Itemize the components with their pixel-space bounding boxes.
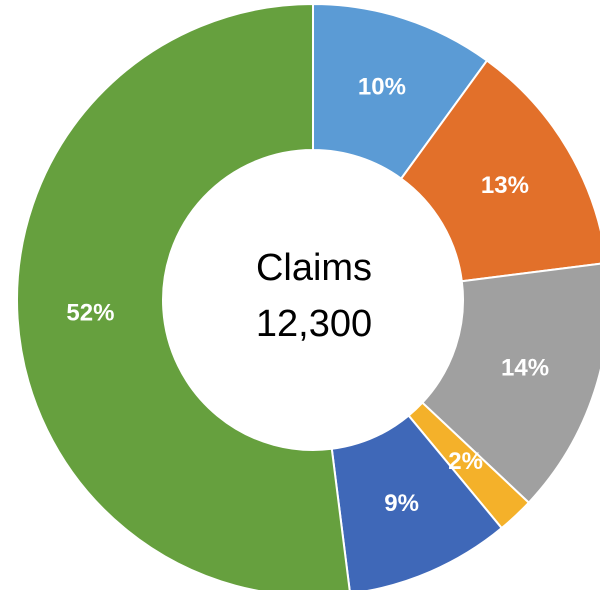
slice-label: 2% — [448, 448, 483, 475]
center-total: 12,300 — [256, 303, 372, 345]
slices — [16, 2, 600, 590]
slice — [330, 414, 504, 590]
slice — [16, 2, 351, 590]
slice-label: 52% — [66, 299, 114, 326]
slice — [420, 262, 600, 505]
labels: 10% 13% 14% 2% 9% 52% — [66, 73, 549, 517]
center-title: Claims — [256, 247, 372, 289]
slice-label: 13% — [481, 172, 529, 199]
slice — [399, 59, 600, 283]
slice-label: 14% — [501, 354, 549, 381]
slice-label: 10% — [358, 73, 406, 100]
slice-label: 9% — [384, 490, 419, 517]
